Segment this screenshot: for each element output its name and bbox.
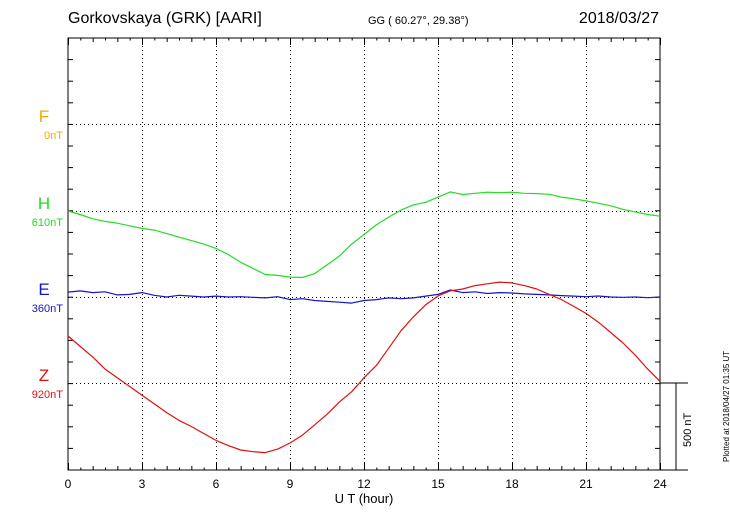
baseline-value-F: 0nT [44,130,63,142]
baseline-value-Z: 920nT [32,389,63,401]
trace-H [67,191,661,279]
baseline-value-E: 360nT [32,303,63,315]
geo-coordinates: GG ( 60.27°, 29.38°) [368,15,469,27]
baseline-value-H: 610nT [32,217,63,229]
component-letter-E: E [38,280,49,299]
component-labels: F 0nT H 610nT E 360nT Z 920nT [32,107,63,401]
plotted-note: Plotted at 2018/04/27 01:35 UT [722,350,730,462]
scale-bar: 500 nT [660,382,694,471]
x-tick-labels: 0 3 6 9 12 15 18 21 24 [65,477,667,491]
x-tick-label-15: 15 [431,477,445,491]
x-tick-label-6: 6 [213,477,220,491]
component-letter-H: H [38,194,50,213]
trace-Z [67,281,661,454]
date-label: 2018/03/27 [578,10,659,27]
x-tick-label-0: 0 [65,477,72,491]
x-tick-label-3: 3 [139,477,146,491]
station-title: Gorkovskaya (GRK) [AARI] [68,10,262,27]
component-letter-Z: Z [39,366,49,385]
x-axis-label: U T (hour) [335,491,394,506]
x-tick-label-9: 9 [287,477,294,491]
scale-bar-label: 500 nT [682,412,694,447]
component-letter-F: F [39,107,49,126]
trace-E [67,289,661,304]
x-tick-label-21: 21 [579,477,593,491]
axis-ticks [68,38,661,470]
x-tick-label-18: 18 [505,477,519,491]
component-traces [67,191,661,454]
x-tick-label-12: 12 [357,477,371,491]
baseline-lines [68,124,660,384]
x-tick-label-24: 24 [653,477,667,491]
grid-lines [142,38,587,470]
